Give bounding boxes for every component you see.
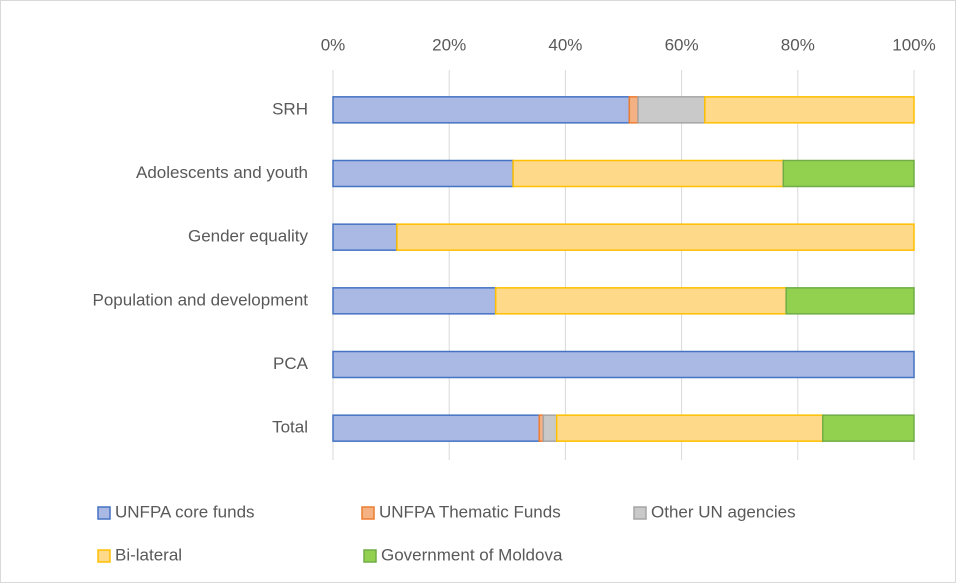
legend-label: Other UN agencies (651, 502, 796, 521)
legend-label: UNFPA core funds (115, 502, 255, 521)
legend-label: Bi-lateral (115, 545, 182, 564)
bar-segment (332, 96, 631, 124)
y-tick-label: Adolescents and youth (136, 163, 308, 182)
legend-label: Government of Moldova (381, 545, 563, 564)
bar-segment (782, 159, 915, 188)
y-tick-label: Gender equality (188, 227, 309, 246)
legend-swatch (363, 549, 377, 563)
bar-segment (637, 96, 706, 124)
bar-segment (512, 159, 785, 188)
bar-segment (555, 414, 824, 442)
bar-segment (822, 414, 915, 442)
bar-segment (396, 223, 915, 251)
bar-segment (704, 96, 915, 124)
bar-segment (542, 414, 558, 442)
y-tick-label: Population and development (93, 290, 309, 309)
x-tick-label: 80% (781, 35, 815, 54)
x-tick-label: 100% (892, 35, 935, 54)
legend-swatch (97, 506, 111, 520)
y-tick-label: PCA (273, 354, 309, 373)
bar-segment (494, 287, 787, 315)
y-tick-label: SRH (272, 99, 308, 118)
y-tick-label: Total (272, 418, 308, 437)
legend-swatch (361, 506, 375, 520)
x-tick-label: 0% (321, 35, 346, 54)
bar-segment (332, 350, 915, 379)
legend-swatch (97, 549, 111, 563)
x-tick-label: 60% (665, 35, 699, 54)
x-tick-label: 40% (548, 35, 582, 54)
bar-segment (332, 414, 541, 442)
bar-segment (332, 287, 497, 315)
bar-segment (332, 159, 514, 188)
legend-swatch (633, 506, 647, 520)
x-tick-label: 20% (432, 35, 466, 54)
bar-segment (332, 223, 398, 251)
bar-segment (785, 287, 915, 315)
bar-segment (628, 96, 639, 124)
legend-label: UNFPA Thematic Funds (379, 502, 561, 521)
